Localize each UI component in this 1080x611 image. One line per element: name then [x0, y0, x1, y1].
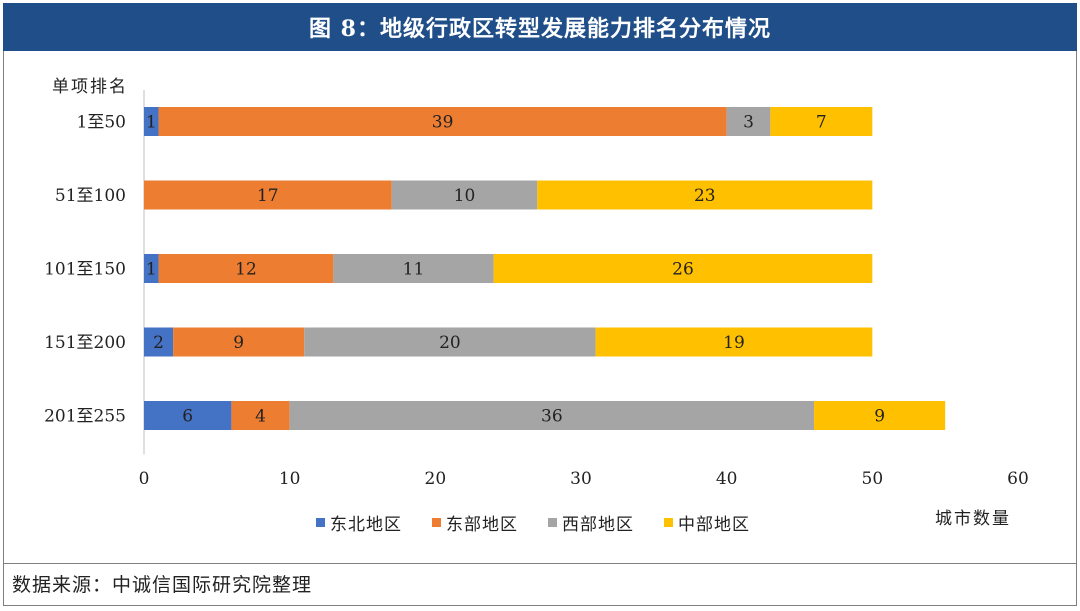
data-label: 9	[233, 333, 244, 353]
bar-segment	[173, 327, 305, 357]
legend-item: 东部地区	[432, 510, 518, 535]
bar-segment	[814, 401, 946, 430]
bar-segment	[770, 107, 873, 136]
legend-item: 东北地区	[316, 510, 402, 535]
y-tick-label: 101至150	[44, 260, 126, 280]
x-tick-label: 20	[425, 469, 447, 489]
figure-title: 图 8：地级行政区转型发展能力排名分布情况	[3, 3, 1077, 51]
y-axis-title: 单项排名	[52, 77, 128, 97]
bar-segment	[493, 254, 873, 283]
data-label: 3	[743, 113, 754, 133]
bar-segment	[595, 327, 873, 357]
bar-segment	[333, 254, 494, 283]
y-tick-label: 201至255	[44, 407, 126, 427]
data-label: 10	[454, 186, 476, 206]
data-label: 36	[541, 407, 563, 427]
data-label: 11	[403, 260, 425, 280]
legend-label: 东北地区	[330, 515, 402, 535]
bar-segment	[158, 107, 727, 136]
bar-segment	[144, 327, 174, 357]
bar-segment	[537, 180, 873, 210]
figure-title-text: 图 8：地级行政区转型发展能力排名分布情况	[309, 16, 771, 42]
data-label: 7	[816, 113, 827, 133]
source-divider	[4, 563, 1076, 564]
data-label: 39	[432, 113, 454, 133]
x-tick-label: 40	[716, 469, 738, 489]
data-label: 2	[153, 333, 164, 353]
x-tick-label: 60	[1007, 469, 1029, 489]
bar-segment	[144, 107, 159, 136]
legend-item: 西部地区	[548, 510, 634, 535]
legend-swatch	[432, 518, 441, 527]
x-tick-label: 30	[570, 469, 592, 489]
legend-item: 中部地区	[664, 510, 750, 535]
x-tick-label: 50	[862, 469, 884, 489]
data-label: 9	[874, 407, 885, 427]
data-label: 26	[672, 260, 694, 280]
y-tick-label: 1至50	[77, 113, 126, 133]
legend-label: 东部地区	[446, 515, 518, 535]
legend-swatch	[548, 518, 557, 527]
y-tick-label: 51至100	[55, 186, 126, 206]
data-label: 12	[235, 260, 257, 280]
data-label: 17	[257, 186, 279, 206]
x-tick-label: 10	[279, 469, 301, 489]
data-label: 4	[255, 407, 266, 427]
data-label: 1	[146, 113, 157, 133]
legend-label: 西部地区	[562, 515, 634, 535]
data-label: 20	[439, 333, 461, 353]
bar-segment	[231, 401, 290, 430]
data-label: 1	[146, 260, 157, 280]
legend-swatch	[316, 518, 325, 527]
bar-segment	[144, 180, 392, 210]
source-note: 数据来源：中诚信国际研究院整理	[12, 574, 313, 596]
bar-segment	[144, 254, 159, 283]
legend-label: 中部地区	[678, 515, 750, 535]
data-label: 19	[723, 333, 745, 353]
bar-segment	[158, 254, 334, 283]
bar-segment	[144, 401, 232, 430]
y-tick-label: 151至200	[44, 333, 126, 353]
legend-swatch	[664, 518, 673, 527]
data-label: 6	[182, 407, 193, 427]
bar-segment	[304, 327, 596, 357]
bar-segment	[726, 107, 771, 136]
bar-segment	[391, 180, 538, 210]
data-label: 23	[694, 186, 716, 206]
x-tick-label: 0	[139, 469, 150, 489]
bar-segment	[289, 401, 815, 430]
chart-legend: 东北地区 东部地区 西部地区 中部地区	[316, 510, 750, 535]
x-axis-title: 城市数量	[935, 509, 1011, 529]
